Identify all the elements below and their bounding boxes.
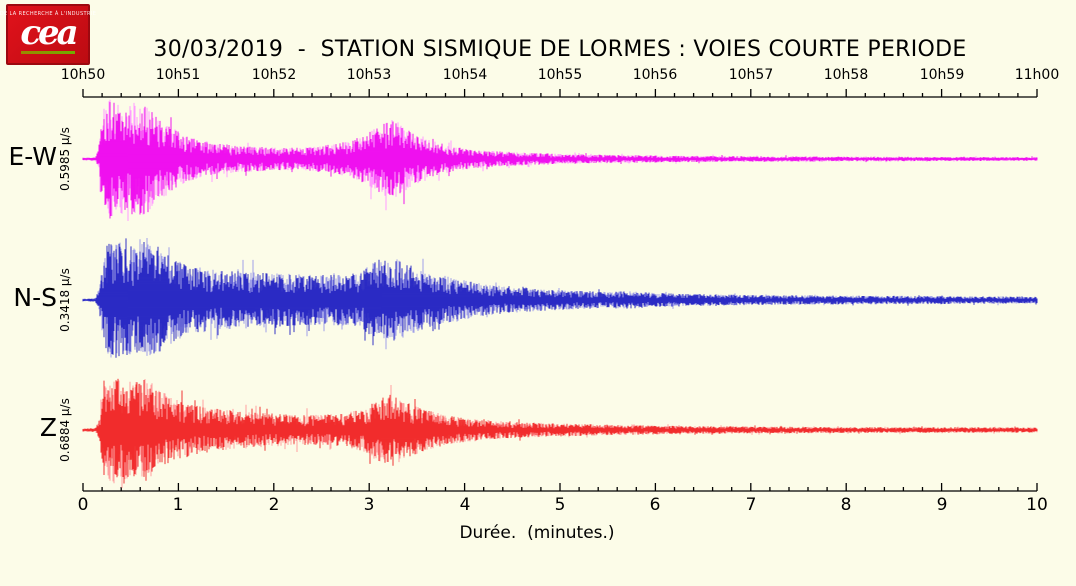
trace-label-z: Z xyxy=(39,413,57,442)
top-axis-tick-label-10h58: 10h58 xyxy=(823,67,869,83)
bottom-axis-tick-label-7: 7 xyxy=(745,495,757,515)
scale-label-ew: 0.5985 µ/s xyxy=(58,127,72,191)
scale-label-ns: 0.3418 µ/s xyxy=(58,268,72,332)
trace-label-ns: N-S xyxy=(13,283,57,312)
top-axis-tick-label-10h59: 10h59 xyxy=(919,67,965,83)
top-axis-tick-label-10h54: 10h54 xyxy=(442,67,488,83)
waveform-z xyxy=(82,378,1038,484)
bottom-axis-tick-label-8: 8 xyxy=(840,495,852,515)
x-axis-title: Durée. (minutes.) xyxy=(459,523,615,543)
top-axis-tick-label-10h55: 10h55 xyxy=(537,67,583,83)
bottom-axis-tick-label-10: 10 xyxy=(1026,495,1048,515)
trace-label-ew: E-W xyxy=(8,142,57,171)
top-axis-tick-label-10h53: 10h53 xyxy=(346,67,392,83)
top-axis-tick-label-10h51: 10h51 xyxy=(155,67,201,83)
cea-motto-text: DE LA RECHERCHE À L'INDUSTRIE xyxy=(0,11,97,17)
scale-label-z: 0.6884 µ/s xyxy=(58,398,72,462)
bottom-axis-tick-label-9: 9 xyxy=(936,495,948,515)
bottom-axis-tick-label-4: 4 xyxy=(459,495,471,515)
bottom-minutes-axis xyxy=(82,483,1038,492)
page-title: 30/03/2019 - STATION SISMIQUE DE LORMES … xyxy=(153,37,967,62)
waveform-ns xyxy=(82,238,1038,358)
top-time-axis xyxy=(82,89,1038,98)
top-axis-tick-label-10h50: 10h50 xyxy=(60,67,106,83)
cea-logo: DE LA RECHERCHE À L'INDUSTRIE cea xyxy=(0,4,96,65)
cea-underline xyxy=(21,51,75,54)
top-axis-tick-label-10h57: 10h57 xyxy=(728,67,774,83)
waveform-ew xyxy=(82,102,1038,219)
bottom-axis-tick-label-5: 5 xyxy=(554,495,566,515)
cea-brand-text: cea xyxy=(20,13,78,53)
bottom-axis-tick-label-2: 2 xyxy=(268,495,280,515)
bottom-axis-tick-label-1: 1 xyxy=(172,495,184,515)
bottom-axis-tick-label-0: 0 xyxy=(77,495,89,515)
bottom-axis-tick-label-3: 3 xyxy=(363,495,375,515)
top-axis-tick-label-10h56: 10h56 xyxy=(632,67,678,83)
top-axis-tick-label-10h52: 10h52 xyxy=(251,67,297,83)
bottom-axis-tick-label-6: 6 xyxy=(649,495,661,515)
top-axis-tick-label-11h00: 11h00 xyxy=(1014,67,1060,83)
